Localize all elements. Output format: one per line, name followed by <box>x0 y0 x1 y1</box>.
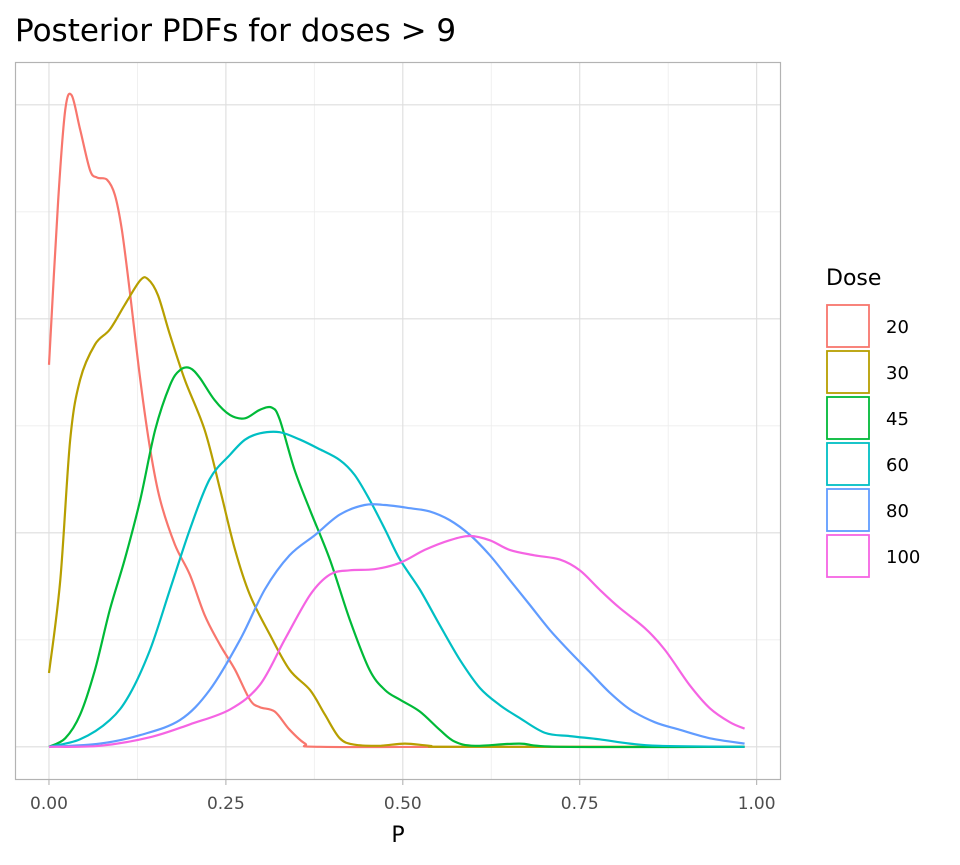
x-tick-label: 0.50 <box>384 794 422 814</box>
legend-label: 80 <box>886 501 909 522</box>
x-tick-label: 1.00 <box>738 794 776 814</box>
x-axis-label: P <box>391 823 404 848</box>
legend-label: 100 <box>886 547 920 568</box>
legend-title: Dose <box>826 266 881 291</box>
chart-title: Posterior PDFs for doses > 9 <box>15 13 456 49</box>
series-line-dose-45 <box>48 366 745 749</box>
series-line-dose-60 <box>48 430 745 748</box>
legend-key-100 <box>826 534 870 578</box>
series-line-dose-30 <box>47 276 745 748</box>
legend-key-80 <box>826 488 870 532</box>
legend-key-45 <box>826 396 870 440</box>
legend-label: 20 <box>886 317 909 338</box>
legend-key-30 <box>826 350 870 394</box>
series-line-dose-20 <box>47 92 745 749</box>
legend: Dose 20 30 45 60 80 100 <box>826 266 920 578</box>
x-axis: 0.00 0.25 0.50 0.75 1.00 <box>30 780 776 814</box>
series-lines <box>47 92 746 749</box>
x-tick-label: 0.25 <box>207 794 245 814</box>
legend-label: 30 <box>886 363 909 384</box>
legend-label: 45 <box>886 409 909 430</box>
grid <box>15 62 780 780</box>
series-line-dose-100 <box>48 534 746 748</box>
x-tick-label: 0.75 <box>561 794 599 814</box>
series-line-dose-80 <box>48 503 745 748</box>
legend-key-60 <box>826 442 870 486</box>
legend-label: 60 <box>886 455 909 476</box>
panel-border <box>14 61 782 781</box>
legend-key-20 <box>826 304 870 348</box>
x-tick-label: 0.00 <box>30 794 68 814</box>
